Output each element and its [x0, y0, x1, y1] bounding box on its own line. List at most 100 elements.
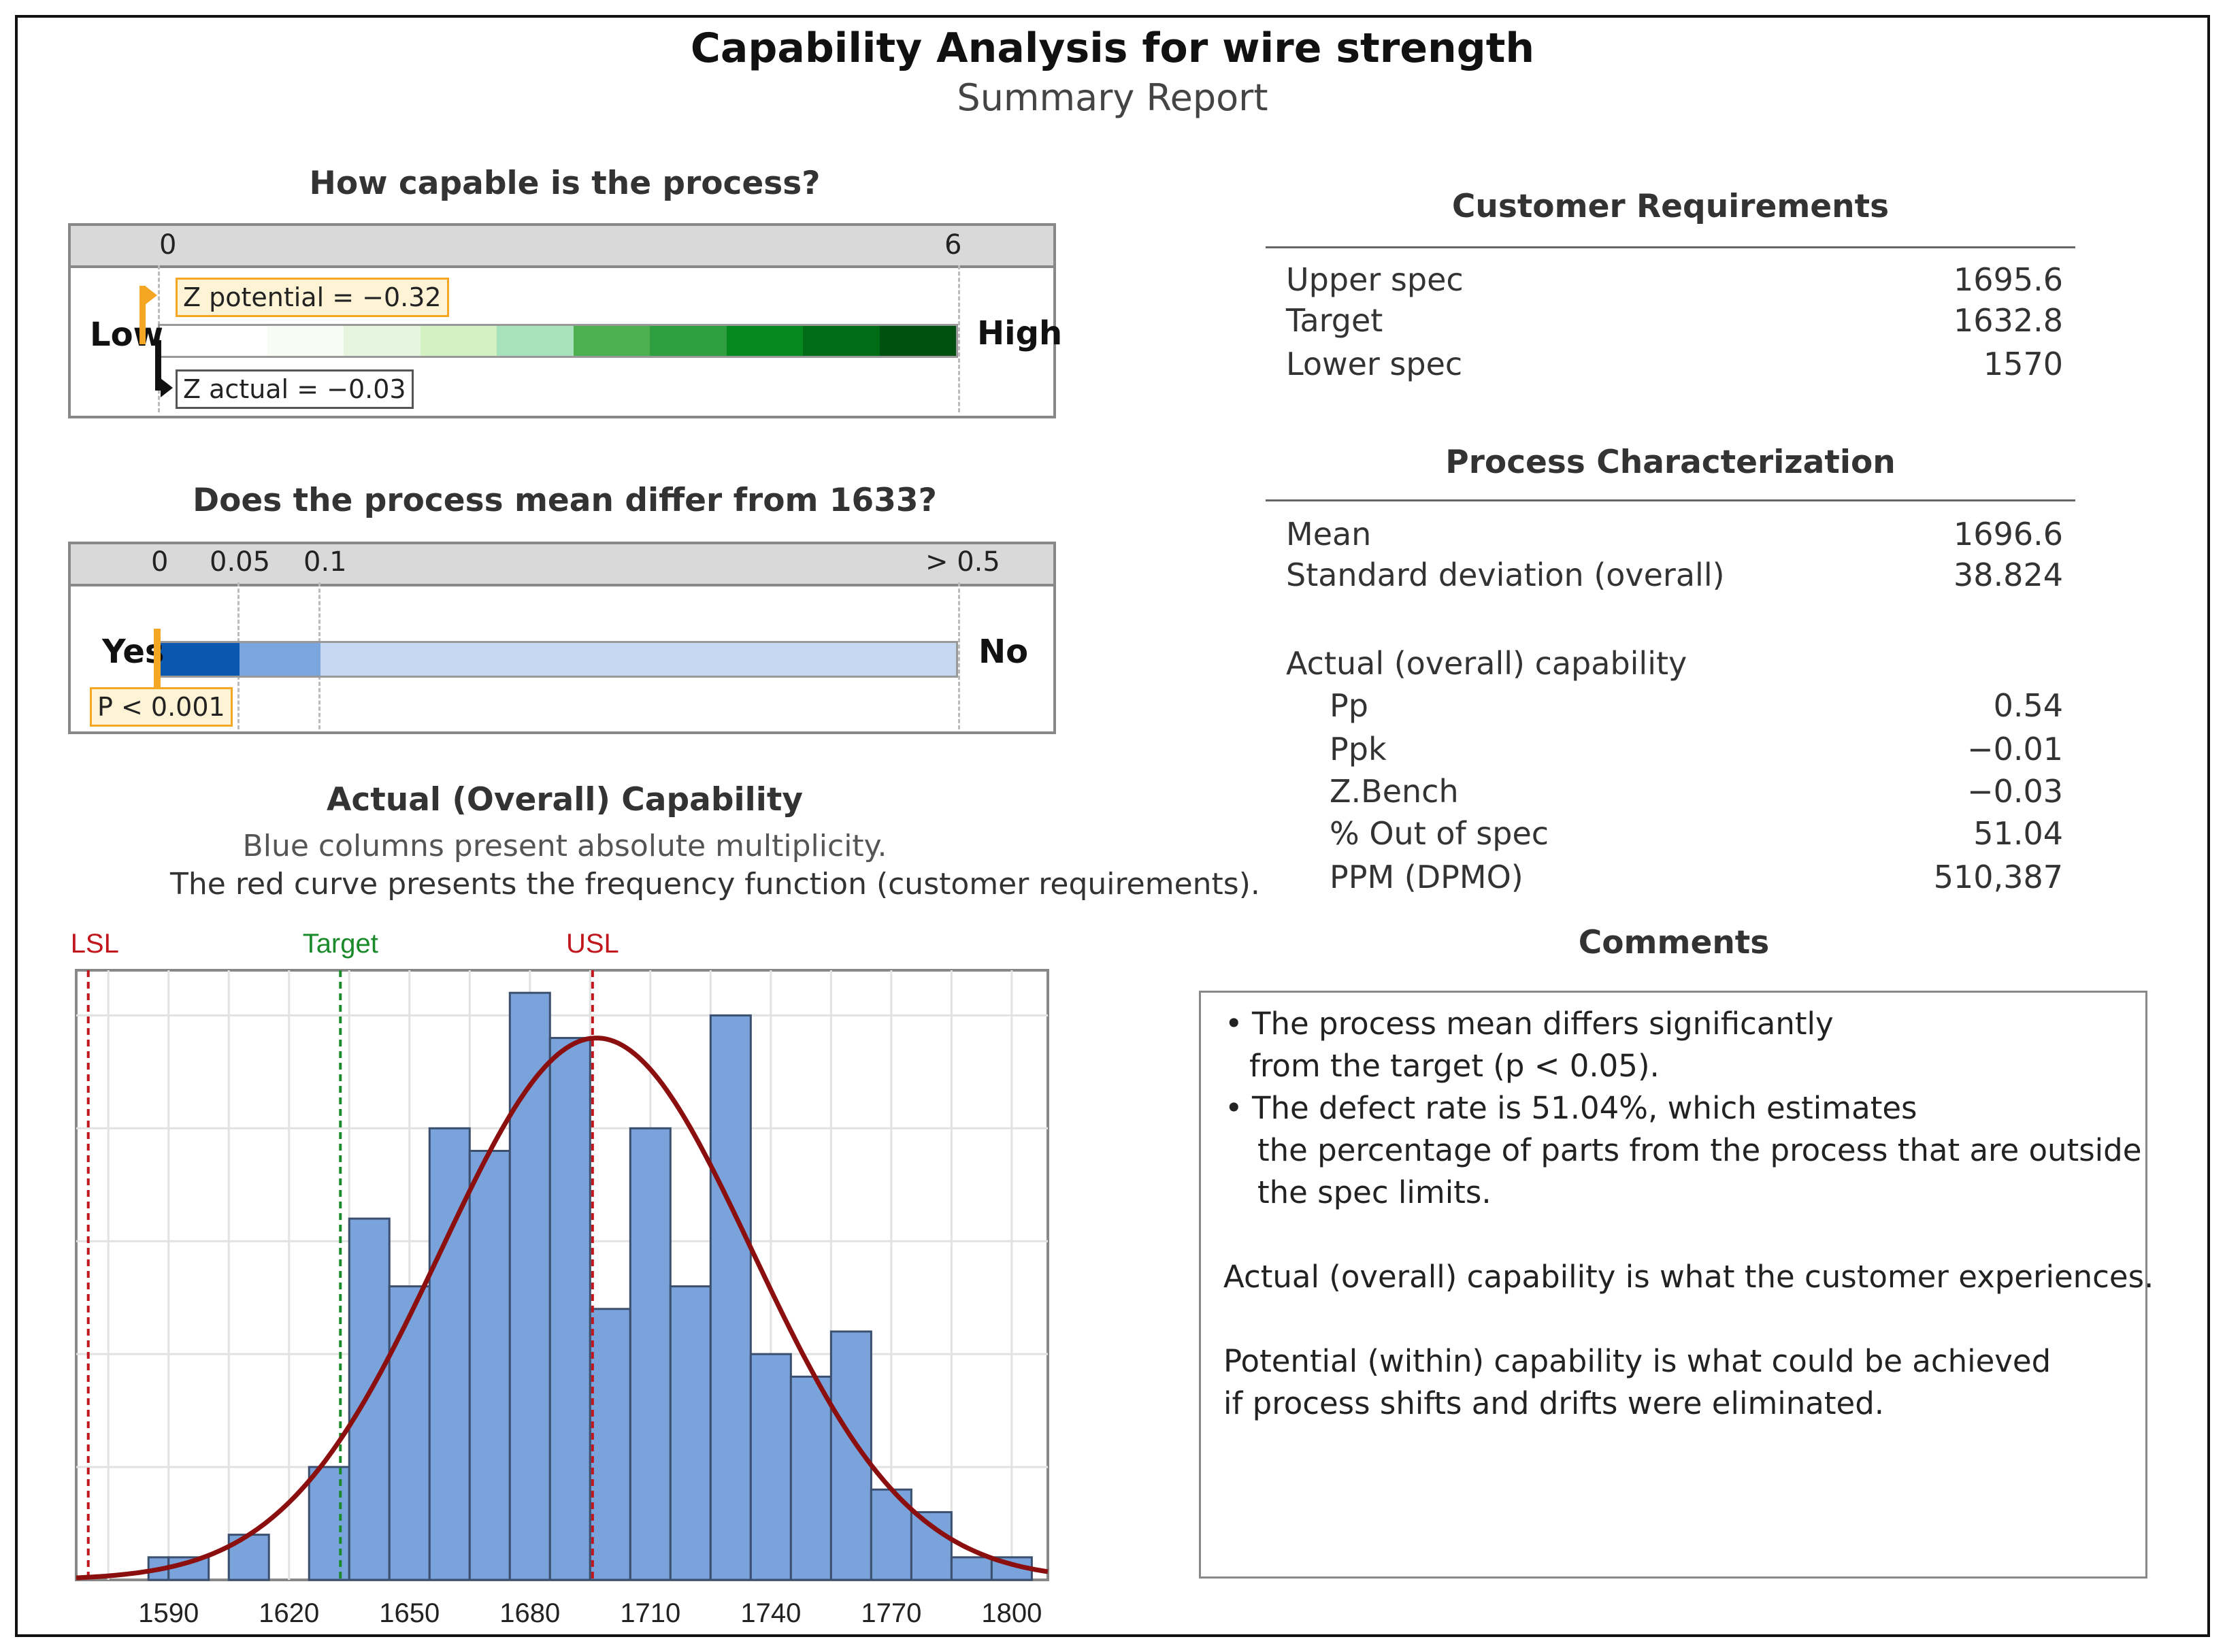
- usl-label: USL: [566, 929, 619, 959]
- p-value-callout: P < 0.001: [90, 687, 233, 727]
- target-spec-value: 1632.8: [1954, 302, 2063, 339]
- mean-value: 1696.6: [1954, 516, 2063, 552]
- comment-potential-line-1: Potential (within) capability is what co…: [1223, 1343, 2051, 1379]
- capable-segment-1: [267, 326, 344, 356]
- comment-2-line-2: the percentage of parts from the process…: [1257, 1132, 2142, 1168]
- x-tick-label: 1740: [740, 1598, 801, 1628]
- histogram-bar: [629, 1127, 672, 1581]
- capable-segment-2: [344, 326, 421, 356]
- ppk-label: Ppk: [1330, 731, 1387, 767]
- mean-test-heading: Does the process mean differ from 1633?: [193, 482, 937, 519]
- x-tick-label: 1590: [138, 1598, 199, 1628]
- mean-test-scale-header: [71, 544, 1053, 587]
- histogram-bar: [950, 1556, 993, 1581]
- customer-heading: Customer Requirements: [1451, 188, 1890, 225]
- comment-2-line-3: the spec limits.: [1257, 1174, 1491, 1210]
- zbench-label: Z.Bench: [1330, 773, 1459, 810]
- lsl-label: LSL: [71, 929, 119, 959]
- z-potential-marker: [139, 286, 146, 344]
- histogram-bar: [388, 1285, 431, 1581]
- pp-value: 0.54: [1993, 687, 2063, 724]
- histogram-bar: [789, 1375, 832, 1581]
- mean-test-gauge: [68, 542, 1056, 734]
- capable-scale-header: [71, 226, 1053, 268]
- actual-capability-heading: Actual (overall) capability: [1286, 645, 1687, 682]
- ppk-value: −0.01: [1967, 731, 2063, 767]
- x-tick-label: 1650: [379, 1598, 440, 1628]
- upper-spec-label: Upper spec: [1286, 261, 1464, 298]
- histogram-x-axis: 1590 1620 1650 1680 1710 1740 1770 1800: [138, 1598, 1042, 1628]
- histogram-bar: [709, 1014, 752, 1581]
- mean-color-bar: [158, 641, 958, 678]
- lower-spec-label: Lower spec: [1286, 346, 1463, 382]
- histogram-bar: [428, 1127, 471, 1581]
- mean-tick-05: > 0.5: [925, 546, 1000, 578]
- comment-actual-note: Actual (overall) capability is what the …: [1223, 1259, 2154, 1295]
- x-tick-label: 1620: [259, 1598, 319, 1628]
- process-rule: [1266, 499, 2075, 501]
- histogram-desc-1: Blue columns present absolute multiplici…: [242, 829, 887, 863]
- capable-tick-min: 0: [159, 229, 177, 261]
- zbench-value: −0.03: [1967, 773, 2063, 810]
- histogram-desc-2: The red curve presents the frequency fun…: [170, 867, 1260, 902]
- histogram-fit-curve: [76, 1036, 1049, 1581]
- histogram-bar: [749, 1353, 792, 1581]
- capable-color-bar: [158, 324, 958, 358]
- mean-tick-01: 0.1: [303, 546, 347, 578]
- capable-tick-max: 6: [944, 229, 962, 261]
- mean-segment-mid: [240, 643, 320, 676]
- z-actual-marker: [155, 340, 162, 391]
- capable-segment-7: [726, 326, 803, 356]
- capable-gridline-max: [958, 265, 960, 412]
- capable-segment-3: [420, 326, 497, 356]
- capable-low-label: Low: [90, 316, 163, 354]
- lower-spec-value: 1570: [1983, 346, 2063, 382]
- comments-box: [1199, 991, 2147, 1579]
- x-tick-label: 1800: [981, 1598, 1042, 1628]
- comment-1-line-1: The process mean differs significantly: [1252, 1006, 1834, 1042]
- z-potential-arrow-icon: [144, 286, 157, 305]
- histogram-bar: [669, 1285, 712, 1581]
- histogram-bar: [308, 1466, 350, 1581]
- capable-gauge: [68, 223, 1056, 418]
- histogram-bar: [910, 1510, 953, 1581]
- capable-high-label: High: [977, 314, 1063, 352]
- stdev-value: 38.824: [1954, 557, 2063, 593]
- customer-rule: [1266, 246, 2075, 248]
- x-tick-label: 1680: [499, 1598, 560, 1628]
- capable-segment-white: [160, 326, 267, 356]
- pp-label: Pp: [1330, 687, 1368, 724]
- out-of-spec-value: 51.04: [1973, 815, 2063, 852]
- histogram-bars: [147, 991, 1033, 1581]
- ppm-value: 510,387: [1933, 859, 2063, 895]
- capable-segment-5: [573, 326, 650, 356]
- mean-no-label: No: [978, 633, 1029, 671]
- comment-bullet-1-icon: •: [1225, 1006, 1243, 1042]
- histogram-bar: [348, 1217, 391, 1581]
- histogram-bar: [508, 991, 551, 1581]
- histogram-bar: [548, 1037, 591, 1581]
- stdev-label: Standard deviation (overall): [1286, 557, 1725, 593]
- x-tick-label: 1710: [620, 1598, 680, 1628]
- histogram-bar: [589, 1308, 631, 1581]
- x-tick-label: 1770: [861, 1598, 921, 1628]
- p-value-marker: [154, 629, 161, 690]
- histogram-spec-lines: [86, 970, 594, 1580]
- z-actual-callout: Z actual = −0.03: [176, 369, 414, 409]
- capable-segment-6: [650, 326, 727, 356]
- histogram-bar: [468, 1149, 511, 1581]
- mean-tick-0: 0: [151, 546, 169, 578]
- capable-segment-8: [803, 326, 880, 356]
- target-label: Target: [303, 929, 378, 959]
- process-heading: Process Characterization: [1445, 444, 1896, 481]
- report-subtitle: Summary Report: [957, 76, 1268, 119]
- comments-heading: Comments: [1578, 924, 1770, 961]
- ppm-label: PPM (DPMO): [1330, 859, 1523, 895]
- mean-label: Mean: [1286, 516, 1372, 552]
- mean-segment-weak: [320, 643, 956, 676]
- upper-spec-value: 1695.6: [1954, 261, 2063, 298]
- out-of-spec-label: % Out of spec: [1330, 815, 1549, 852]
- capable-segment-9: [879, 326, 956, 356]
- comment-2-line-1: The defect rate is 51.04%, which estimat…: [1252, 1090, 1917, 1126]
